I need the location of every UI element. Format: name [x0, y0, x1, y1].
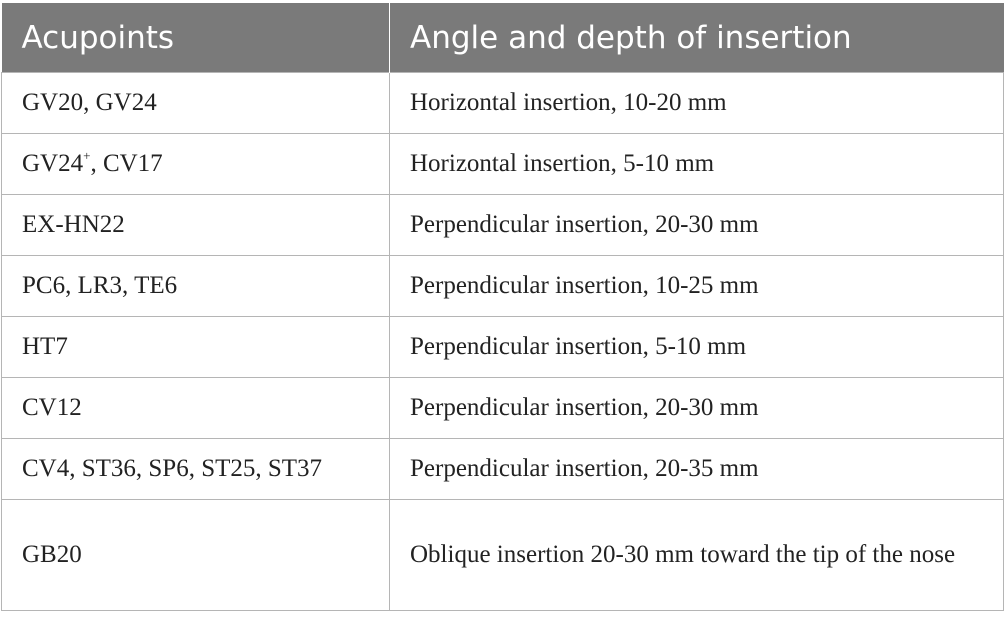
superscript-mark: +: [83, 148, 91, 163]
acupoint-text: GV24: [22, 150, 84, 177]
table-row: GV20, GV24 Horizontal insertion, 10-20 m…: [1, 72, 1004, 134]
acupoints-cell: GV20, GV24: [1, 72, 390, 134]
table-row: HT7 Perpendicular insertion, 5-10 mm: [1, 316, 1004, 378]
table-row: GB20 Oblique insertion 20-30 mm toward t…: [1, 499, 1004, 611]
header-angle-depth: Angle and depth of insertion: [389, 3, 1004, 73]
table-row: GV24+, CV17 Horizontal insertion, 5-10 m…: [1, 133, 1004, 195]
table-body: GV20, GV24 Horizontal insertion, 10-20 m…: [1, 72, 1004, 611]
acupoints-cell: CV4, ST36, SP6, ST25, ST37: [1, 438, 390, 500]
acupoints-cell: GB20: [1, 499, 390, 611]
table-header: Acupoints Angle and depth of insertion: [1, 3, 1004, 73]
insertion-cell: Horizontal insertion, 10-20 mm: [389, 72, 1004, 134]
insertion-cell: Oblique insertion 20-30 mm toward the ti…: [389, 499, 1004, 611]
acupoints-cell: GV24+, CV17: [1, 133, 390, 195]
insertion-cell: Perpendicular insertion, 20-30 mm: [389, 194, 1004, 256]
insertion-cell: Perpendicular insertion, 5-10 mm: [389, 316, 1004, 378]
acupoints-cell: EX-HN22: [1, 194, 390, 256]
acupoints-cell: HT7: [1, 316, 390, 378]
insertion-cell: Horizontal insertion, 5-10 mm: [389, 133, 1004, 195]
insertion-cell: Perpendicular insertion, 10-25 mm: [389, 255, 1004, 317]
insertion-cell: Perpendicular insertion, 20-30 mm: [389, 377, 1004, 439]
table-row: CV12 Perpendicular insertion, 20-30 mm: [1, 377, 1004, 439]
header-row: Acupoints Angle and depth of insertion: [1, 3, 1004, 73]
header-acupoints: Acupoints: [1, 3, 390, 73]
acupoints-cell: PC6, LR3, TE6: [1, 255, 390, 317]
acupoints-table: Acupoints Angle and depth of insertion G…: [1, 3, 1004, 611]
acupoints-cell: CV12: [1, 377, 390, 439]
table-row: EX-HN22 Perpendicular insertion, 20-30 m…: [1, 194, 1004, 256]
table-row: CV4, ST36, SP6, ST25, ST37 Perpendicular…: [1, 438, 1004, 500]
table-row: PC6, LR3, TE6 Perpendicular insertion, 1…: [1, 255, 1004, 317]
insertion-cell: Perpendicular insertion, 20-35 mm: [389, 438, 1004, 500]
acupoint-text: , CV17: [90, 150, 163, 177]
